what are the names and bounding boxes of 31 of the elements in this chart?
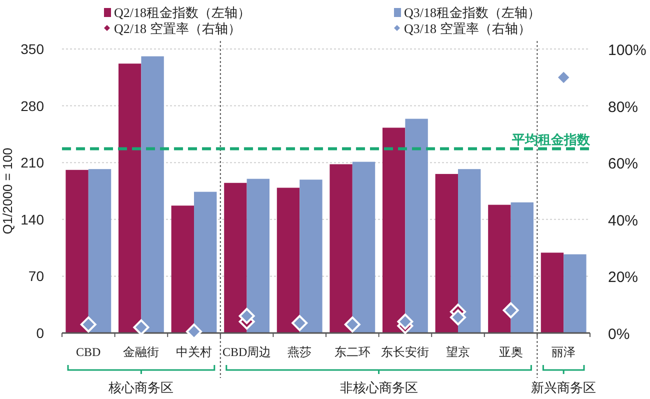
x-tick-label: 中关村 — [176, 345, 212, 359]
y2-tick-label: 20% — [608, 269, 638, 286]
ref-line-label: 平均租金指数 — [511, 132, 591, 147]
x-tick-label: 东长安街 — [381, 345, 430, 359]
x-tick-label: 燕莎 — [288, 345, 312, 359]
y2-tick-label: 80% — [608, 98, 638, 116]
x-tick-label: CBD — [76, 345, 102, 359]
text: 新兴商务区 — [531, 380, 596, 395]
text: 非核心商务区 — [340, 380, 418, 395]
x-tick-label: 金融街 — [123, 345, 160, 359]
legend-label: Q2/18租金指数（左轴） — [114, 5, 250, 20]
y2-tick-label: 100% — [608, 42, 646, 59]
x-tick-label: 亚奥 — [498, 345, 523, 359]
y2-tick-label: 0% — [608, 326, 630, 343]
y-tick-label: 280 — [20, 98, 44, 114]
y-tick-label: 350 — [20, 41, 44, 57]
y-tick-label: 0 — [36, 325, 44, 341]
x-tick-label: 东二环 — [334, 345, 370, 359]
legend-label: Q2/18 空置率（右轴） — [114, 21, 241, 36]
y2-tick-label: 60% — [608, 156, 638, 173]
x-tick-label: 丽泽 — [552, 345, 576, 359]
y-tick-label: 70 — [28, 268, 44, 284]
y2-tick-label: 40% — [608, 212, 638, 230]
y-axis-title: Q1/2000 = 100 — [0, 148, 15, 234]
legend-label: Q3/18租金指数（左轴） — [404, 5, 540, 20]
legend-label: Q3/18 空置率（右轴） — [404, 21, 531, 36]
y-tick-label: 140 — [20, 211, 44, 228]
y-tick-label: 210 — [20, 154, 44, 171]
text: 核心商务区 — [108, 380, 174, 395]
x-tick-label: CBD周边 — [222, 345, 272, 359]
x-tick-label: 望京 — [446, 345, 470, 359]
